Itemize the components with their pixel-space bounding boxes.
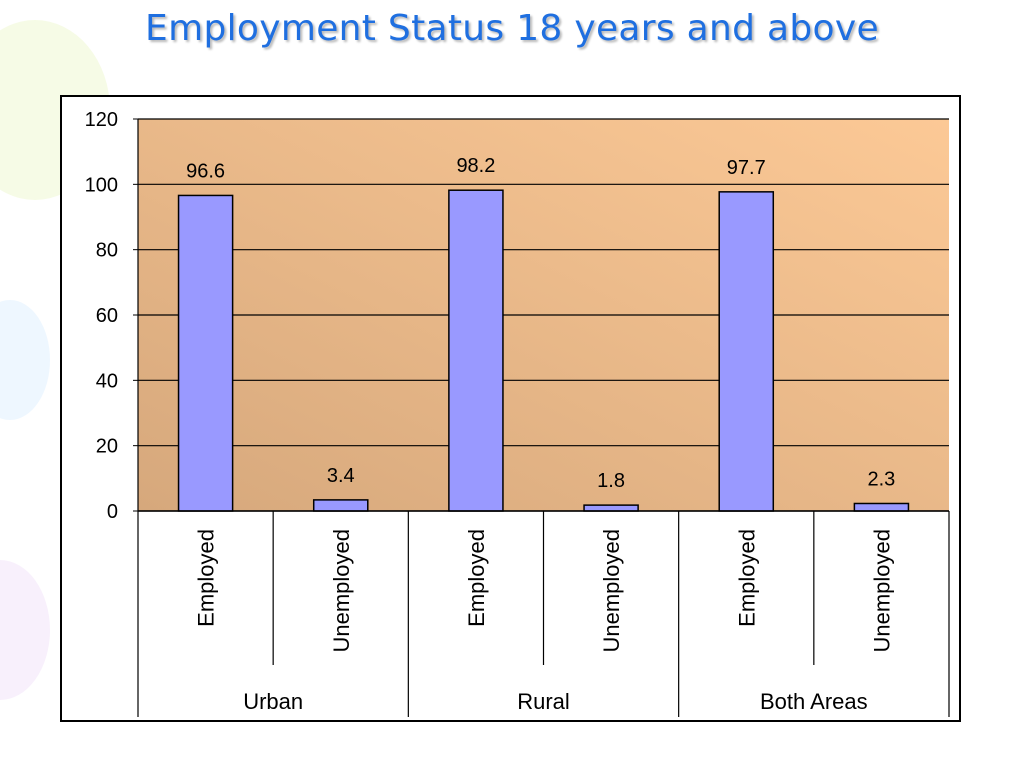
x-category-label: Employed bbox=[734, 529, 759, 627]
x-category-label: Unemployed bbox=[599, 529, 624, 653]
data-label: 96.6 bbox=[186, 160, 225, 182]
bar bbox=[853, 502, 910, 512]
bar bbox=[177, 194, 234, 512]
bar bbox=[583, 504, 639, 512]
y-tick-label: 100 bbox=[85, 174, 118, 196]
x-group-label: Urban bbox=[243, 689, 303, 714]
x-group-label: Both Areas bbox=[760, 689, 868, 714]
x-category-label: Unemployed bbox=[329, 529, 354, 653]
x-category-label: Unemployed bbox=[869, 529, 894, 653]
data-label: 97.7 bbox=[727, 157, 766, 179]
y-tick-label: 40 bbox=[96, 370, 118, 392]
bar bbox=[312, 499, 369, 512]
value-labels: 96.6 3.4 98.2 1.8 97.7 2.3 bbox=[186, 155, 895, 492]
data-label: 3.4 bbox=[327, 465, 355, 487]
y-tick-label: 0 bbox=[107, 501, 118, 523]
data-label: 1.8 bbox=[597, 470, 625, 492]
bar bbox=[448, 189, 504, 512]
x-axis: Employed Unemployed Employed Unemployed Empl… bbox=[137, 510, 950, 717]
slide-title: Employment Status 18 years and above bbox=[145, 8, 879, 49]
y-tick-label: 60 bbox=[96, 305, 118, 327]
bars bbox=[177, 189, 910, 512]
y-tick-label: 120 bbox=[85, 109, 118, 131]
y-tick-label: 80 bbox=[96, 240, 118, 262]
y-axis-ticks: 0 20 40 60 80 100 120 bbox=[85, 109, 139, 523]
x-category-label: Employed bbox=[464, 529, 489, 627]
chart-frame: 0 20 40 60 80 100 120 96.6 3.4 98.2 1.8 97.7 2.3 Em… bbox=[60, 95, 961, 722]
decorative-swirl-purple bbox=[0, 560, 50, 700]
decorative-swirl-blue bbox=[0, 300, 50, 420]
data-label: 98.2 bbox=[456, 155, 495, 177]
x-group-label: Rural bbox=[517, 689, 570, 714]
x-category-label: Employed bbox=[194, 529, 219, 627]
bar bbox=[718, 191, 775, 512]
bar-chart: 0 20 40 60 80 100 120 96.6 3.4 98.2 1.8 97.7 2.3 Em… bbox=[85, 109, 950, 717]
y-tick-label: 20 bbox=[96, 436, 118, 458]
data-label: 2.3 bbox=[868, 468, 896, 490]
